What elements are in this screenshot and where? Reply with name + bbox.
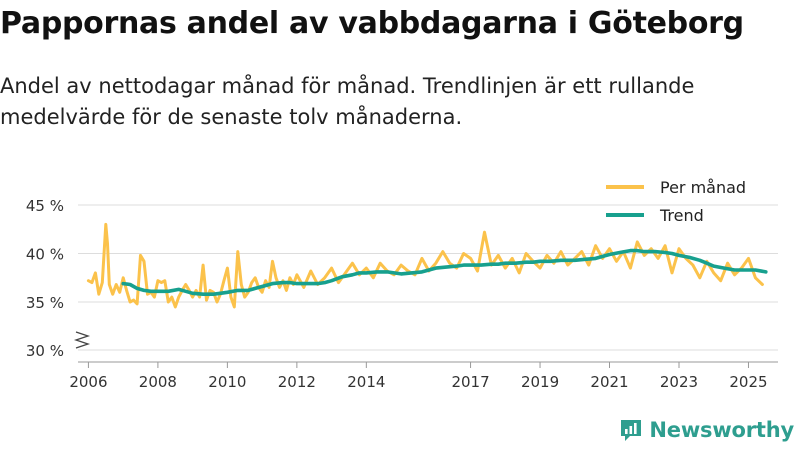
brand-logo: Newsworthy: [619, 418, 794, 442]
x-tick-label: 2014: [347, 373, 385, 391]
legend-label: Per månad: [660, 178, 746, 197]
y-tick-label: 45 %: [26, 197, 64, 215]
newsworthy-logo-icon: [621, 420, 642, 441]
x-tick-label: 2010: [208, 373, 246, 391]
legend-label: Trend: [659, 206, 704, 225]
y-tick-label: 35 %: [26, 294, 64, 312]
gridlines: [78, 204, 778, 351]
x-axis: 2006 2008 2010 2012 2014 2017 2019 2021 2023 2025: [69, 361, 778, 391]
axis-break-zigzag: [73, 331, 91, 349]
y-axis-labels: 30 % 35 % 40 % 45 %: [26, 197, 64, 360]
y-tick-label: 30 %: [26, 342, 64, 360]
page-subtitle: Andel av nettodagar månad för månad. Tre…: [0, 74, 695, 129]
x-tick-label: 2021: [590, 373, 628, 391]
series-per-manad-line: [86, 222, 764, 309]
y-tick-label: 40 %: [26, 246, 64, 264]
x-tick-label: 2023: [660, 373, 698, 391]
series-trend-line: [121, 248, 768, 297]
x-tick-label: 2012: [278, 373, 316, 391]
series-lines: [86, 222, 768, 309]
legend: Per månad Trend: [606, 178, 746, 225]
y-axis-break-icon: [73, 331, 91, 349]
x-tick-label: 2019: [521, 373, 559, 391]
page-title: Pappornas andel av vabbdagarna i Götebor…: [0, 6, 744, 41]
x-tick-label: 2017: [451, 373, 489, 391]
brand-name: Newsworthy: [649, 418, 794, 442]
x-tick-label: 2008: [139, 373, 177, 391]
x-tick-label: 2006: [69, 373, 107, 391]
x-tick-label: 2025: [729, 373, 767, 391]
